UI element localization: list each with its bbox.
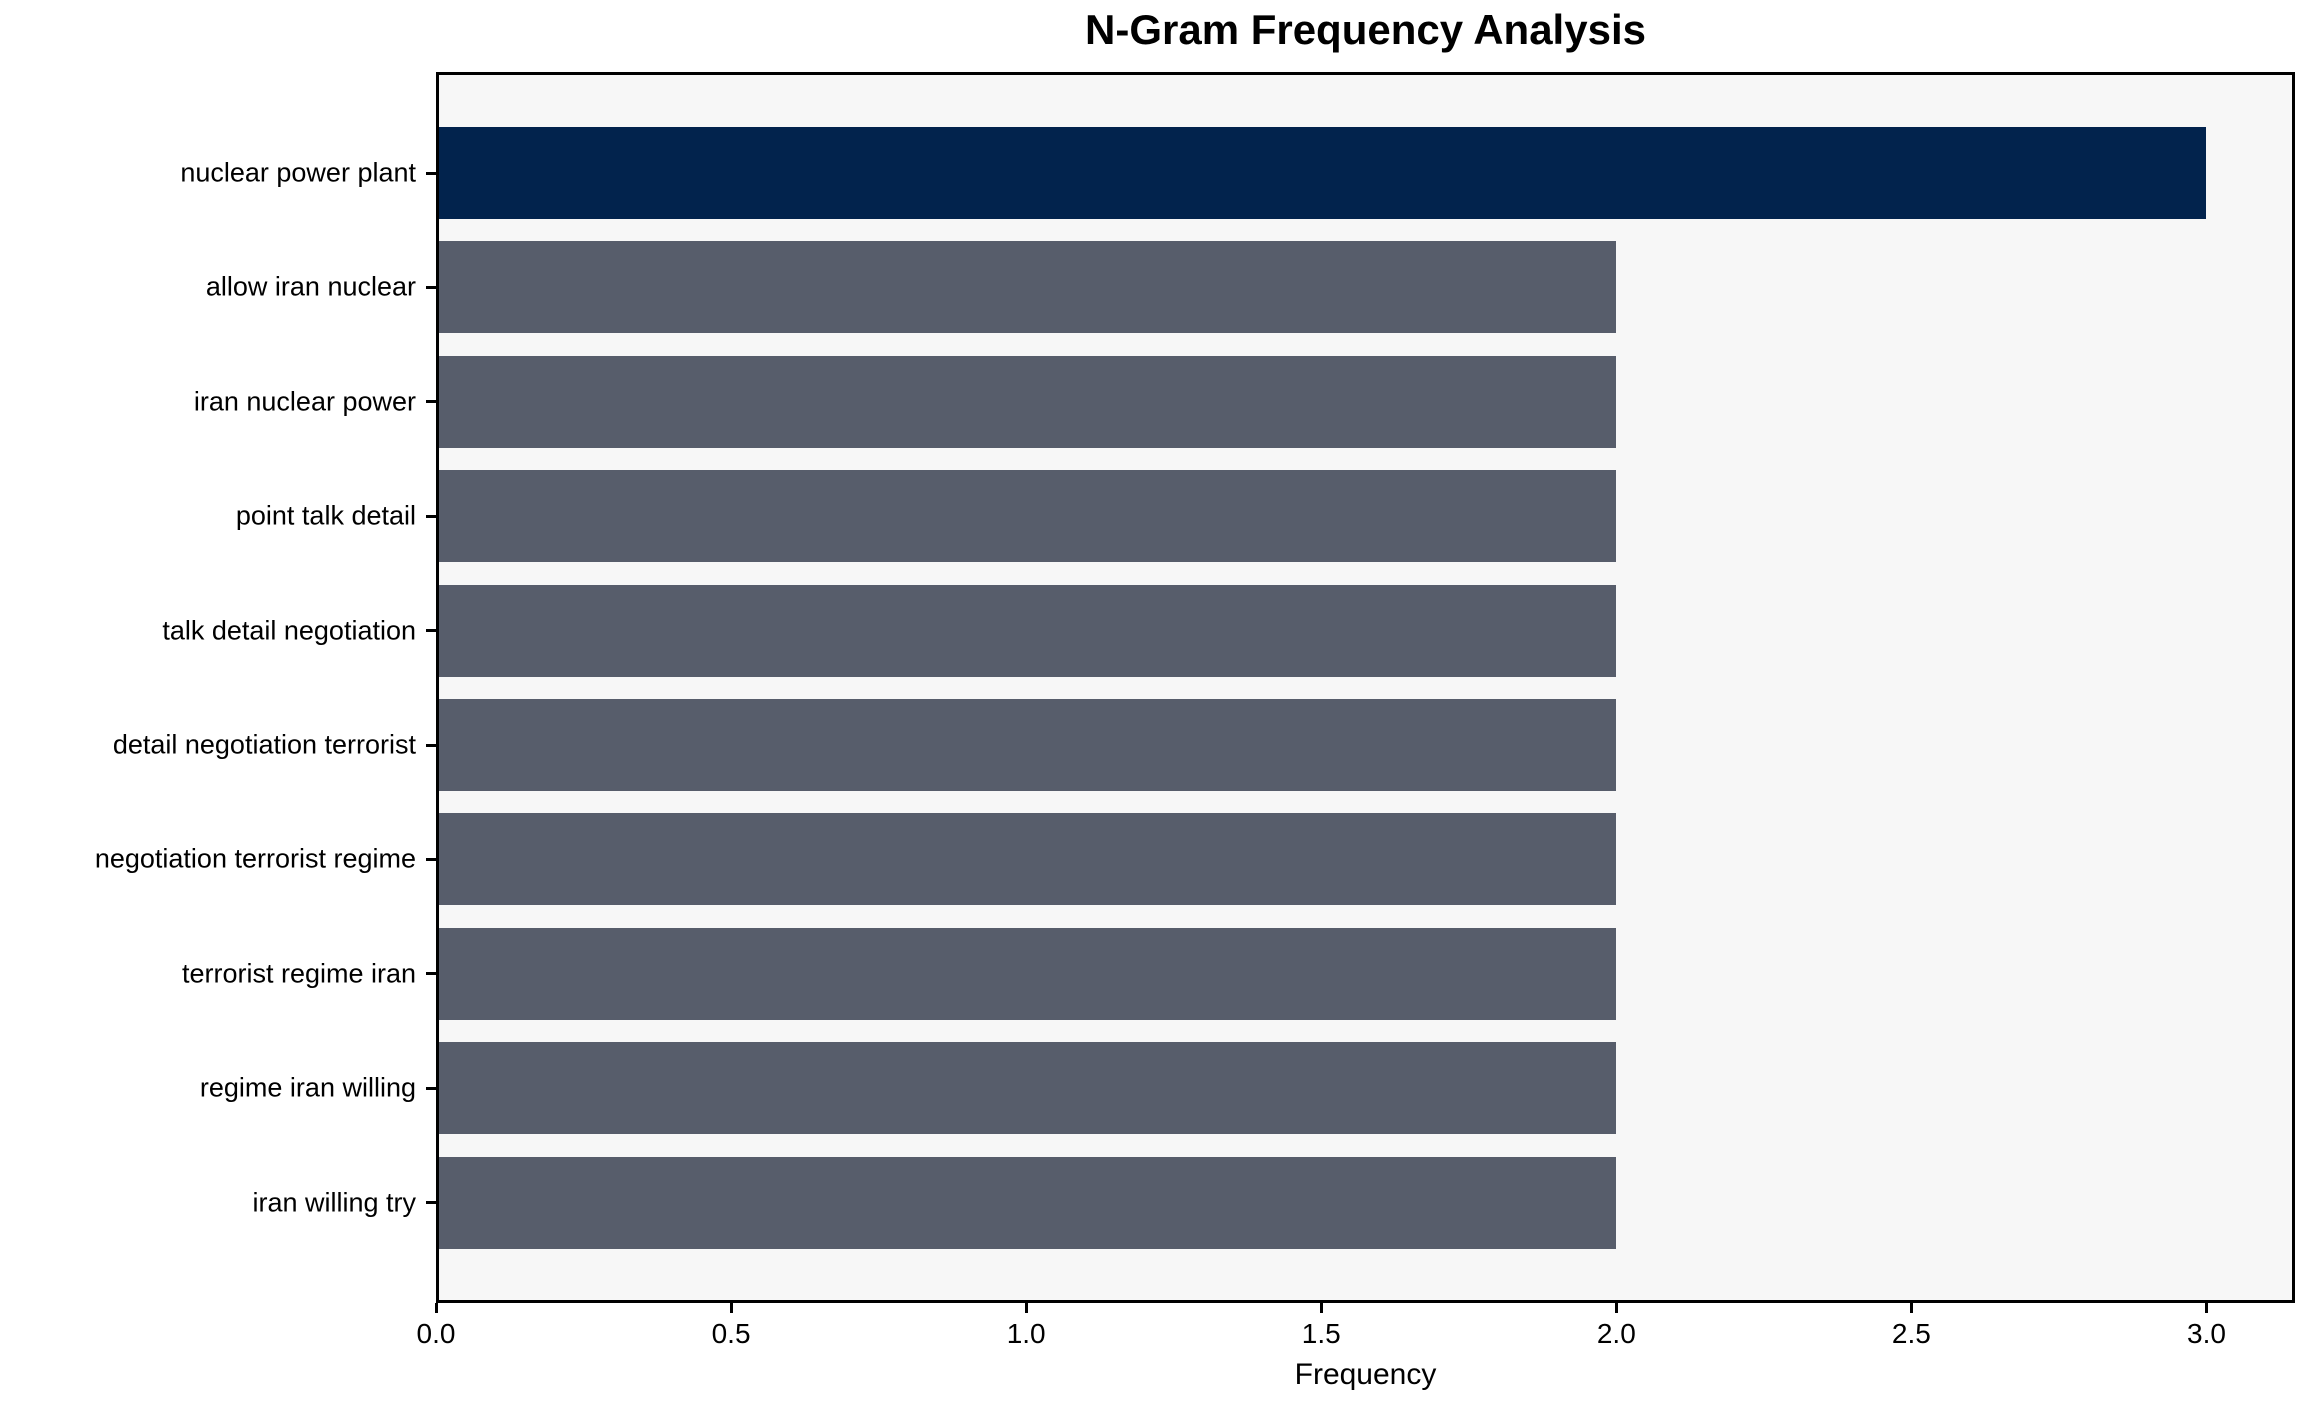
bar-detail-negotiation-terrorist bbox=[436, 699, 1617, 791]
x-tick-mark bbox=[1614, 1303, 1618, 1313]
y-tick-label: nuclear power plant bbox=[180, 157, 416, 188]
y-tick-mark bbox=[426, 1086, 436, 1090]
x-tick-label: 2.5 bbox=[1891, 1318, 1931, 1349]
bar-point-talk-detail bbox=[436, 470, 1617, 563]
bar-iran-nuclear-power bbox=[436, 355, 1617, 448]
chart-title: N-Gram Frequency Analysis bbox=[1085, 6, 1646, 53]
bar-negotiation-terrorist-regime bbox=[436, 813, 1617, 906]
bar-talk-detail-negotiation bbox=[436, 584, 1617, 677]
y-tick-mark bbox=[426, 857, 436, 861]
x-tick-label: 1.5 bbox=[1301, 1318, 1341, 1349]
x-tick-mark bbox=[1909, 1303, 1913, 1313]
y-tick-label: allow iran nuclear bbox=[205, 271, 416, 302]
x-tick-mark bbox=[2204, 1303, 2208, 1313]
y-tick-label: iran willing try bbox=[252, 1187, 416, 1218]
x-tick-label: 0.0 bbox=[416, 1318, 456, 1349]
y-tick-label: iran nuclear power bbox=[193, 386, 416, 417]
y-tick-label: regime iran willing bbox=[199, 1072, 416, 1103]
y-tick-label: point talk detail bbox=[235, 500, 416, 531]
bar-regime-iran-willing bbox=[436, 1042, 1617, 1135]
x-tick-label: 0.5 bbox=[711, 1318, 751, 1349]
y-tick-mark bbox=[426, 1201, 436, 1205]
y-tick-mark bbox=[426, 285, 436, 289]
bar-nuclear-power-plant bbox=[436, 127, 2207, 219]
bar-iran-willing-try bbox=[436, 1156, 1617, 1249]
y-tick-label: detail negotiation terrorist bbox=[112, 729, 416, 760]
bar-allow-iran-nuclear bbox=[436, 241, 1617, 334]
y-tick-label: negotiation terrorist regime bbox=[94, 843, 416, 874]
x-tick-mark bbox=[729, 1303, 733, 1313]
x-tick-label: 2.0 bbox=[1596, 1318, 1636, 1349]
x-axis-label: Frequency bbox=[1294, 1358, 1437, 1391]
y-tick-mark bbox=[426, 743, 436, 747]
y-tick-mark bbox=[426, 171, 436, 175]
x-tick-label: 3.0 bbox=[2187, 1318, 2226, 1349]
y-tick-mark bbox=[426, 400, 436, 404]
x-tick-label: 1.0 bbox=[1006, 1318, 1046, 1349]
plot-area bbox=[436, 72, 2295, 1303]
x-tick-mark bbox=[434, 1303, 438, 1313]
y-tick-mark bbox=[426, 972, 436, 976]
y-tick-mark bbox=[426, 629, 436, 633]
y-tick-label: talk detail negotiation bbox=[162, 615, 416, 646]
x-tick-mark bbox=[1319, 1303, 1323, 1313]
y-tick-mark bbox=[426, 514, 436, 518]
x-tick-mark bbox=[1024, 1303, 1028, 1313]
y-tick-label: terrorist regime iran bbox=[181, 958, 416, 989]
bar-terrorist-regime-iran bbox=[436, 927, 1617, 1020]
